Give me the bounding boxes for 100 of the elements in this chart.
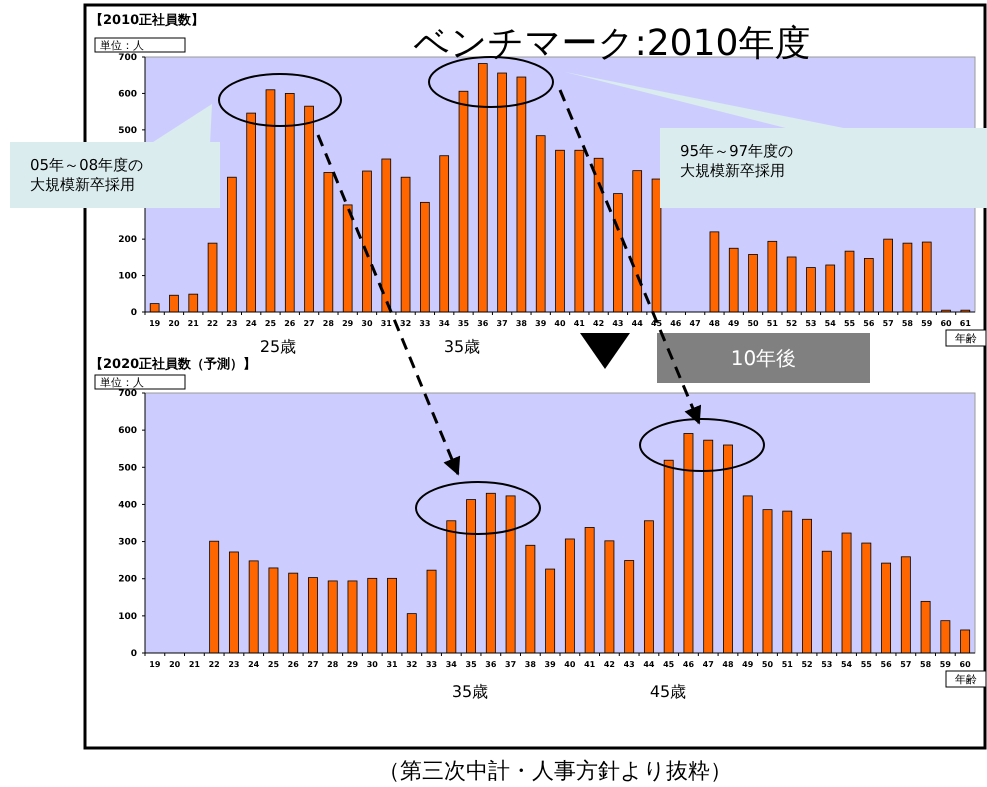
x-tick-label: 42 (604, 660, 615, 669)
x-tick-label: 21 (188, 319, 200, 328)
annotation: ベンチマーク:2010年度 (414, 23, 810, 64)
x-tick-label: 53 (805, 319, 816, 328)
x-tick-label: 37 (505, 660, 516, 669)
x-tick-label: 39 (544, 660, 556, 669)
x-tick-label: 27 (304, 319, 315, 328)
x-tick-label: 60 (960, 660, 972, 669)
x-tick-label: 33 (426, 660, 438, 669)
x-tick-label: 57 (900, 660, 912, 669)
text: 10年後 (730, 346, 796, 370)
x-tick-label: 49 (728, 319, 740, 328)
x-tick-label: 38 (516, 319, 528, 328)
x-tick-label: 42 (593, 319, 604, 328)
x-tick-label: 32 (400, 319, 412, 328)
x-tick-label: 21 (188, 660, 200, 669)
x-tick-label: 28 (327, 660, 339, 669)
y-tick-label: 700 (118, 389, 137, 399)
x-tick-label: 47 (702, 660, 714, 669)
x-tick-label: 36 (477, 319, 489, 328)
x-tick-label: 51 (782, 660, 794, 669)
x-tick-label: 31 (386, 660, 398, 669)
x-tick-label: 20 (168, 319, 180, 328)
x-tick-label: 27 (307, 660, 319, 669)
x-tick-label: 35 (458, 319, 470, 328)
y-tick-label: 0 (130, 308, 137, 318)
y-tick-label: 100 (118, 612, 137, 622)
x-tick-label: 51 (766, 319, 778, 328)
y-tick-label: 300 (118, 538, 137, 548)
x-tick-label: 56 (863, 319, 875, 328)
x-tick-label: 22 (208, 660, 220, 669)
x-tick-label: 32 (406, 660, 418, 669)
x-tick-label: 59 (921, 319, 933, 328)
x-tick-label: 50 (762, 660, 774, 669)
x-tick-label: 47 (690, 319, 701, 328)
x-tick-label: 35 (466, 660, 478, 669)
x-tick-label: 52 (786, 319, 798, 328)
x-axis-title: 年齢 (955, 673, 977, 686)
x-tick-label: 54 (824, 319, 836, 328)
x-tick-label: 25 (268, 660, 280, 669)
x-tick-label: 19 (149, 319, 161, 328)
x-tick-label: 46 (670, 319, 682, 328)
x-tick-label: 45 (663, 660, 675, 669)
text: （第三次中計・人事方針より抜粋） (378, 759, 732, 784)
x-tick-label: 26 (284, 319, 296, 328)
x-tick-label: 44 (643, 660, 655, 669)
y-tick-label: 400 (118, 500, 137, 510)
x-tick-label: 59 (940, 660, 952, 669)
text: 25歳 (260, 337, 296, 356)
y-tick-label: 200 (118, 235, 137, 246)
x-axis-title: 年齢 (955, 332, 977, 345)
x-tick-label: 53 (821, 660, 832, 669)
x-tick-label: 37 (496, 319, 508, 328)
x-tick-label: 33 (419, 319, 430, 328)
x-tick-label: 58 (902, 319, 914, 328)
x-tick-label: 43 (612, 319, 624, 328)
y-tick-label: 500 (118, 126, 137, 136)
x-tick-label: 24 (248, 660, 260, 669)
x-tick-label: 23 (228, 660, 240, 669)
x-tick-label: 41 (574, 319, 586, 328)
x-tick-label: 54 (840, 660, 853, 669)
x-tick-label: 26 (288, 660, 300, 669)
y-tick-label: 600 (118, 426, 137, 436)
x-tick-label: 61 (960, 319, 972, 328)
x-tick-label: 40 (564, 660, 576, 669)
x-tick-label: 55 (844, 319, 856, 328)
chart-title: 【2020正社員数（予測）】 (90, 356, 256, 372)
x-tick-label: 40 (554, 319, 566, 328)
y-axis-title: 単位：人 (100, 39, 144, 52)
x-tick-label: 24 (246, 319, 258, 328)
text: 35歳 (444, 337, 480, 356)
x-tick-label: 20 (169, 660, 181, 669)
text: 35歳 (452, 682, 488, 701)
x-tick-label: 57 (882, 319, 894, 328)
x-tick-label: 30 (361, 319, 373, 328)
x-tick-label: 39 (535, 319, 547, 328)
x-tick-label: 50 (747, 319, 760, 328)
y-tick-label: 700 (118, 53, 137, 63)
x-tick-label: 60 (940, 319, 952, 328)
x-tick-label: 58 (920, 660, 932, 669)
x-tick-label: 22 (206, 319, 218, 328)
x-tick-label: 46 (682, 660, 694, 669)
x-tick-label: 29 (346, 660, 358, 669)
x-tick-label: 48 (722, 660, 734, 669)
x-tick-label: 19 (149, 660, 161, 669)
x-tick-label: 52 (801, 660, 813, 669)
x-tick-label: 29 (342, 319, 354, 328)
y-tick-label: 500 (118, 463, 137, 474)
x-tick-label: 43 (624, 660, 635, 669)
x-tick-label: 49 (742, 660, 754, 669)
x-tick-label: 41 (584, 660, 596, 669)
y-tick-label: 600 (118, 89, 137, 100)
x-tick-label: 45 (650, 319, 663, 328)
y-tick-label: 100 (118, 272, 137, 282)
chart-title: 【2010正社員数】 (90, 12, 204, 28)
x-tick-label: 36 (485, 660, 497, 669)
text: 45歳 (650, 682, 686, 701)
x-tick-label: 34 (446, 660, 458, 669)
y-tick-label: 200 (118, 574, 137, 585)
x-tick-label: 23 (226, 319, 238, 328)
